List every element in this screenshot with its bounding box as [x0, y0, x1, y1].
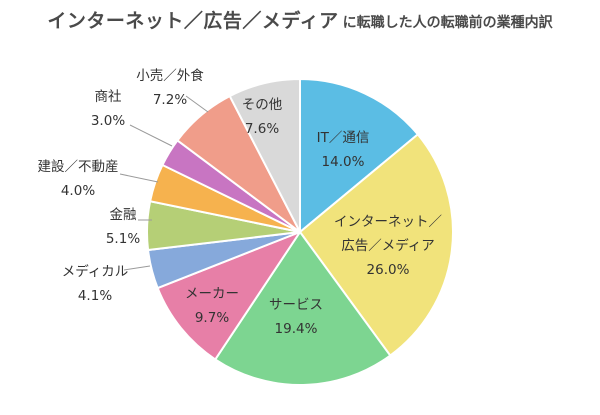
- chart-title-main: インターネット／広告／メディア: [47, 10, 339, 32]
- value-label-slice-5: 4.1%: [78, 288, 112, 304]
- value-label-slice-7: 4.0%: [61, 183, 95, 199]
- leader-line-slice-9: [185, 95, 209, 113]
- chart-title-sub: に転職した人の転職前の業種内訳: [342, 15, 553, 31]
- value-label-slice-8: 3.0%: [91, 113, 125, 129]
- category-label-slice-9: 小売／外食: [136, 67, 204, 84]
- value-label-slice-6: 5.1%: [106, 231, 140, 247]
- category-label-slice-2: 広告／メディア: [341, 237, 435, 254]
- leader-line-slice-7: [119, 173, 159, 183]
- pie-slice-4: [156, 229, 303, 361]
- category-label-slice-2: インターネット／: [334, 214, 442, 230]
- leader-line-slice-8: [129, 124, 173, 147]
- category-label-slice-10: その他: [242, 97, 283, 113]
- category-label-slice-7: 建設／不動産: [38, 159, 119, 175]
- pie-slice-1: [299, 77, 420, 235]
- value-label-slice-10: 7.6%: [245, 121, 279, 137]
- value-label-slice-3: 19.4%: [275, 321, 318, 337]
- category-label-slice-4: メーカー: [185, 286, 239, 302]
- category-label-slice-5: メディカル: [62, 263, 129, 280]
- category-label-slice-8: 商社: [95, 89, 122, 105]
- value-label-slice-1: 14.0%: [322, 154, 365, 170]
- pie-slice-10: [228, 77, 301, 233]
- value-label-slice-4: 9.7%: [195, 310, 229, 326]
- chart-title: インターネット／広告／メディア に転職した人の転職前の業種内訳: [0, 6, 600, 33]
- leader-line-slice-5: [123, 265, 151, 271]
- category-label-slice-1: IT／通信: [317, 130, 370, 146]
- value-label-slice-9: 7.2%: [153, 92, 187, 108]
- pie-slice-3: [213, 230, 392, 386]
- pie-slice-2: [298, 132, 454, 357]
- category-label-slice-6: 金融: [110, 207, 137, 223]
- category-label-slice-3: サービス: [269, 297, 323, 313]
- value-label-slice-2: 26.0%: [367, 262, 410, 278]
